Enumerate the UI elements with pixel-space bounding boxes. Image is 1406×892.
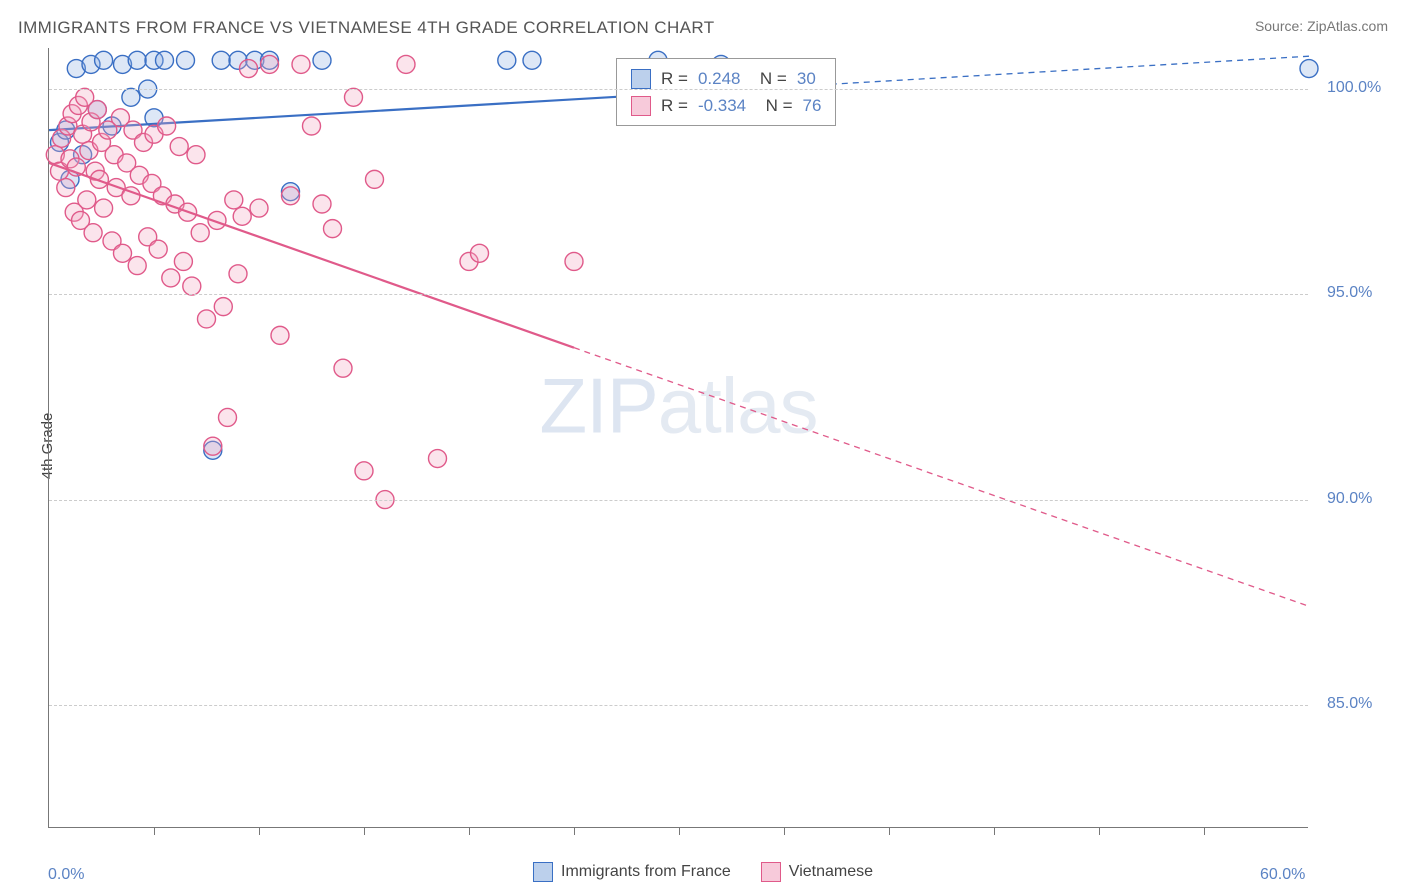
gridline-h [49, 294, 1308, 295]
legend-swatch [533, 862, 553, 882]
x-tick-label: 0.0% [48, 866, 84, 884]
scatter-point-france [177, 51, 195, 69]
scatter-point-vietnamese [292, 55, 310, 73]
scatter-point-vietnamese [261, 55, 279, 73]
scatter-point-vietnamese [334, 359, 352, 377]
scatter-point-vietnamese [397, 55, 415, 73]
corr-swatch-france [631, 69, 651, 89]
scatter-point-vietnamese [183, 277, 201, 295]
scatter-point-vietnamese [174, 252, 192, 270]
scatter-point-vietnamese [84, 224, 102, 242]
corr-row-vietnamese: R = -0.334 N = 76 [631, 92, 821, 119]
corr-r-label: R = [661, 92, 688, 119]
scatter-point-vietnamese [429, 450, 447, 468]
x-tick-mark [889, 827, 890, 835]
legend-label: Vietnamese [789, 863, 873, 881]
y-tick-label: 95.0% [1327, 284, 1372, 302]
x-tick-mark [364, 827, 365, 835]
scatter-point-vietnamese [219, 408, 237, 426]
scatter-point-france [523, 51, 541, 69]
scatter-point-vietnamese [345, 88, 363, 106]
x-tick-mark [1204, 827, 1205, 835]
y-tick-label: 90.0% [1327, 490, 1372, 508]
scatter-point-vietnamese [187, 146, 205, 164]
legend-swatch [761, 862, 781, 882]
y-tick-label: 100.0% [1327, 79, 1381, 97]
scatter-point-vietnamese [191, 224, 209, 242]
legend-label: Immigrants from France [561, 863, 731, 881]
scatter-point-vietnamese [162, 269, 180, 287]
x-tick-mark [784, 827, 785, 835]
scatter-point-vietnamese [128, 257, 146, 275]
legend-bottom: Immigrants from France Vietnamese [533, 862, 873, 882]
scatter-point-vietnamese [471, 244, 489, 262]
x-tick-mark [1099, 827, 1100, 835]
x-tick-mark [469, 827, 470, 835]
scatter-point-vietnamese [366, 170, 384, 188]
scatter-point-france [122, 88, 140, 106]
corr-r-value-vietnamese: -0.334 [698, 92, 746, 119]
scatter-point-vietnamese [313, 195, 331, 213]
scatter-point-france [498, 51, 516, 69]
scatter-point-france [128, 51, 146, 69]
gridline-h [49, 705, 1308, 706]
gridline-h [49, 500, 1308, 501]
x-tick-label: 60.0% [1260, 866, 1305, 884]
corr-n-value-vietnamese: 76 [803, 92, 822, 119]
scatter-point-vietnamese [214, 298, 232, 316]
scatter-point-vietnamese [303, 117, 321, 135]
corr-swatch-vietnamese [631, 96, 651, 116]
x-tick-mark [259, 827, 260, 835]
scatter-point-vietnamese [198, 310, 216, 328]
scatter-point-vietnamese [565, 252, 583, 270]
scatter-point-france [212, 51, 230, 69]
scatter-point-france [156, 51, 174, 69]
scatter-point-vietnamese [170, 138, 188, 156]
scatter-point-vietnamese [114, 244, 132, 262]
legend-item: Vietnamese [761, 862, 873, 882]
trendline-dashed-vietnamese [574, 348, 1309, 607]
scatter-point-vietnamese [204, 437, 222, 455]
scatter-point-france [95, 51, 113, 69]
scatter-point-vietnamese [250, 199, 268, 217]
scatter-point-vietnamese [271, 326, 289, 344]
scatter-point-vietnamese [229, 265, 247, 283]
scatter-point-france [1300, 60, 1318, 78]
scatter-point-vietnamese [88, 101, 106, 119]
scatter-point-vietnamese [95, 199, 113, 217]
gridline-h [49, 89, 1308, 90]
chart-title: IMMIGRANTS FROM FRANCE VS VIETNAMESE 4TH… [18, 18, 715, 38]
scatter-point-vietnamese [149, 240, 167, 258]
scatter-point-vietnamese [355, 462, 373, 480]
scatter-point-vietnamese [240, 60, 258, 78]
x-tick-mark [679, 827, 680, 835]
scatter-point-vietnamese [57, 179, 75, 197]
x-tick-mark [994, 827, 995, 835]
y-tick-label: 85.0% [1327, 695, 1372, 713]
chart-svg [49, 48, 1308, 827]
corr-n-label: N = [756, 92, 792, 119]
scatter-point-france [313, 51, 331, 69]
scatter-point-vietnamese [282, 187, 300, 205]
scatter-point-vietnamese [324, 220, 342, 238]
x-tick-mark [154, 827, 155, 835]
x-tick-mark [574, 827, 575, 835]
legend-item: Immigrants from France [533, 862, 731, 882]
scatter-point-vietnamese [78, 191, 96, 209]
scatter-point-vietnamese [233, 207, 251, 225]
correlation-box: R = 0.248 N =30R =-0.334 N =76 [616, 58, 836, 126]
scatter-point-vietnamese [225, 191, 243, 209]
plot-area: ZIPatlas R = 0.248 N =30R =-0.334 N =76 … [48, 48, 1308, 828]
scatter-point-vietnamese [158, 117, 176, 135]
source-label: Source: ZipAtlas.com [1255, 18, 1388, 34]
